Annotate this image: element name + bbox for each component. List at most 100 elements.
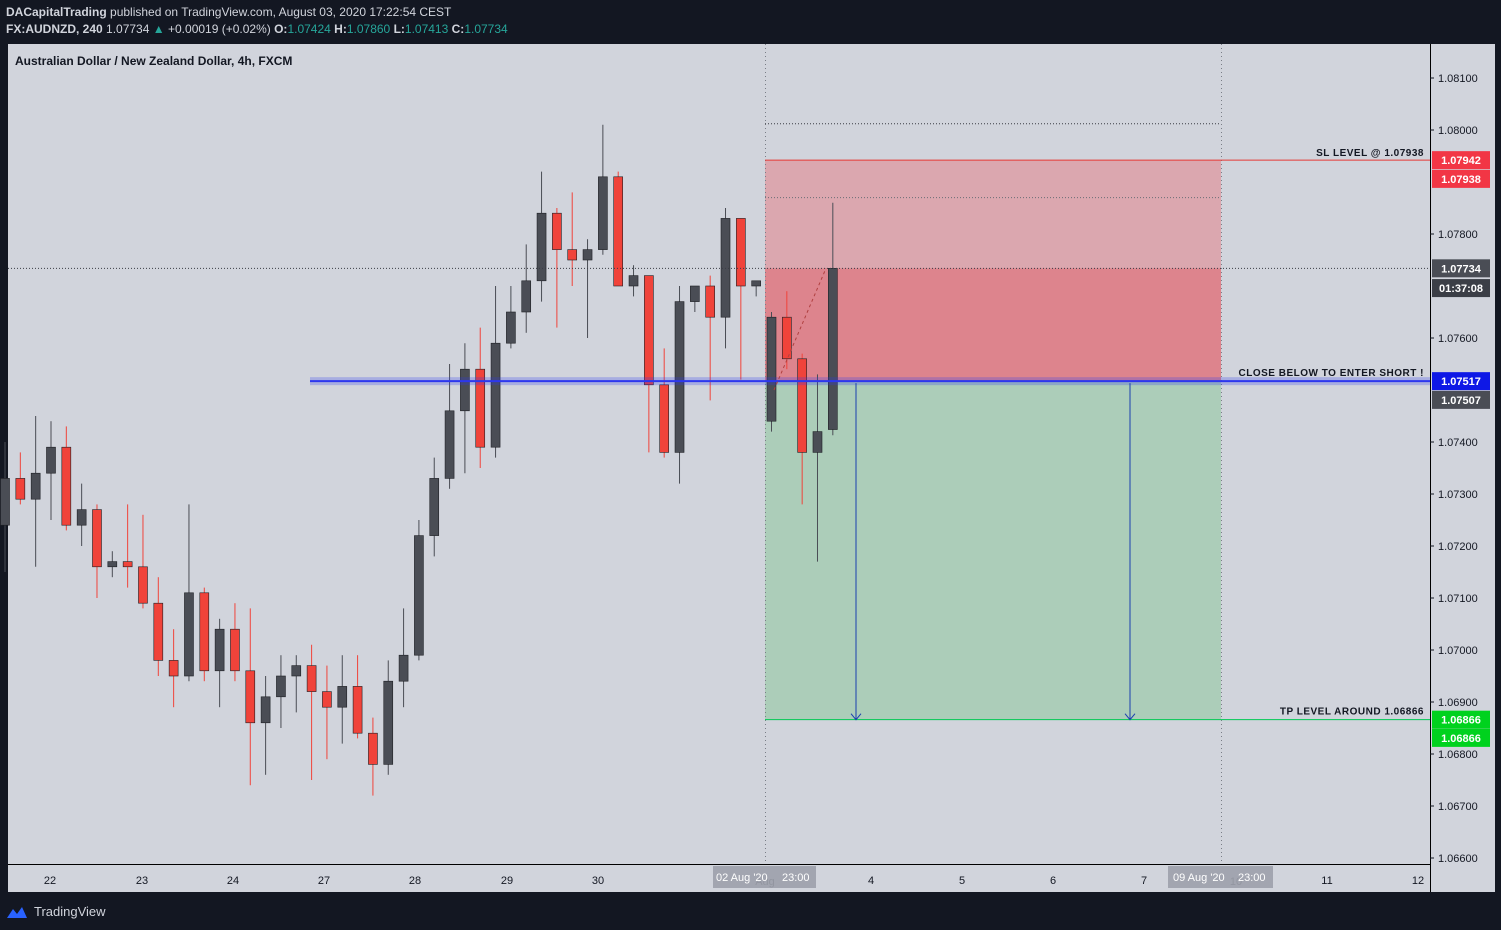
time-badge-time: 23:00 xyxy=(782,872,810,884)
entry-annotation: CLOSE BELOW TO ENTER SHORT ! xyxy=(1239,368,1424,379)
price-tick-label: 1.07200 xyxy=(1438,541,1478,553)
candle-body xyxy=(199,592,210,672)
candle-body xyxy=(506,311,516,344)
price-tick-label: 1.08000 xyxy=(1438,125,1478,137)
candle xyxy=(276,655,286,728)
candle-body xyxy=(644,275,654,386)
sl-level-annotation: SL LEVEL @ 1.07938 xyxy=(1316,148,1424,159)
price-axis[interactable]: 1.08100 1.08000 1.07800 1.07600 1.07400 1.073… xyxy=(1430,73,1478,865)
candle-body xyxy=(122,561,133,568)
candle-body xyxy=(337,686,348,708)
candle xyxy=(398,608,409,708)
price-tick-label: 1.06800 xyxy=(1438,749,1478,761)
candle xyxy=(613,171,624,287)
price-badge-text: 1.06866 xyxy=(1441,715,1481,727)
candle-body xyxy=(690,285,700,302)
candle-body xyxy=(674,301,685,453)
candle xyxy=(306,644,317,780)
time-range-badge: 09 Aug '20 23:00 xyxy=(1168,866,1273,888)
price-tick-label: 1.07600 xyxy=(1438,333,1478,345)
candle-body xyxy=(475,368,486,448)
candle-body xyxy=(812,431,823,453)
candle-body xyxy=(429,478,440,536)
time-tick-label: 22 xyxy=(44,875,56,887)
price-badge-bg xyxy=(1432,169,1490,188)
candle-body xyxy=(184,592,194,677)
price-tick-label: 1.07000 xyxy=(1438,645,1478,657)
price-badge-bg xyxy=(1432,259,1490,278)
candle xyxy=(690,285,700,312)
candle xyxy=(214,618,225,708)
candle-body xyxy=(521,280,532,313)
candle-body xyxy=(490,342,501,448)
candle xyxy=(30,416,41,567)
symbol-line: FX:AUDNZD, 240 1.07734 ▲ +0.00019 (+0.02… xyxy=(6,22,508,36)
time-tick-label: 28 xyxy=(409,875,421,887)
price-badge: 1.06866 xyxy=(1432,710,1490,729)
candle xyxy=(628,265,639,297)
candle xyxy=(736,218,746,380)
candle xyxy=(92,504,102,598)
candle xyxy=(766,312,777,432)
price-badge: 1.07938 xyxy=(1432,169,1490,188)
candle-body xyxy=(383,680,394,765)
candle xyxy=(414,520,424,661)
candle-body xyxy=(107,561,118,568)
author-name[interactable]: DACapitalTrading xyxy=(6,5,107,19)
price-badge-text: 1.07517 xyxy=(1441,376,1481,388)
candle-body xyxy=(352,686,363,734)
time-tick-label: 30 xyxy=(592,875,604,887)
price-badge: 01:37:08 xyxy=(1432,279,1490,298)
price-badge: 1.06866 xyxy=(1432,728,1490,747)
time-badge-date: 09 Aug '20 xyxy=(1173,872,1225,884)
price-tick-label: 1.06600 xyxy=(1438,853,1478,865)
candle xyxy=(475,327,486,468)
candle xyxy=(184,504,194,682)
published-info: published on TradingView.com, August 03,… xyxy=(110,5,452,19)
candle-body xyxy=(659,384,669,453)
candle xyxy=(782,291,792,370)
price-chart[interactable]: Australian Dollar / New Zealand Dollar, … xyxy=(0,0,1501,894)
arrow-head xyxy=(850,713,862,721)
candle-body xyxy=(61,446,72,526)
candle xyxy=(352,655,363,739)
brand-name: TradingView xyxy=(34,904,106,919)
candle-body xyxy=(15,478,26,500)
low-value: 1.07413 xyxy=(404,22,449,36)
candle-body xyxy=(782,316,792,360)
time-tick-label: 4 xyxy=(868,875,874,887)
candle-body xyxy=(0,478,10,526)
candle xyxy=(122,504,133,588)
candle-body xyxy=(260,696,271,724)
price-badge-bg xyxy=(1432,710,1490,729)
price-badge: 1.07517 xyxy=(1432,372,1490,391)
tradingview-brand[interactable]: TradingView xyxy=(6,904,106,919)
candle-body xyxy=(628,275,639,287)
time-range-badge: 02 Aug '20 23:00 xyxy=(713,866,816,888)
candle xyxy=(260,676,271,775)
candle xyxy=(383,660,394,775)
price-badge-text: 1.07507 xyxy=(1441,395,1481,407)
candle-body xyxy=(291,665,302,677)
price-badge-bg xyxy=(1432,279,1490,298)
footer-bar: TradingView xyxy=(0,894,1501,930)
candle-body xyxy=(230,628,240,672)
candle-body xyxy=(414,535,424,656)
candle-body xyxy=(567,249,578,261)
candle xyxy=(644,275,654,453)
take-profit-zone xyxy=(765,381,1221,720)
high-value: 1.07860 xyxy=(346,22,391,36)
candle xyxy=(230,603,240,682)
candle-body xyxy=(766,316,777,422)
time-tick-label: 27 xyxy=(318,875,330,887)
candle xyxy=(674,286,685,484)
candle xyxy=(245,608,256,786)
candle xyxy=(552,208,562,328)
price-badge-bg xyxy=(1432,151,1490,170)
candle-body xyxy=(76,509,87,526)
candle-body xyxy=(46,446,56,474)
candle xyxy=(521,244,532,333)
candle xyxy=(138,514,148,609)
time-axis[interactable]: 2223242728293045671112Aug1002 Aug '2023:… xyxy=(44,866,1424,888)
candle-body xyxy=(30,472,41,500)
